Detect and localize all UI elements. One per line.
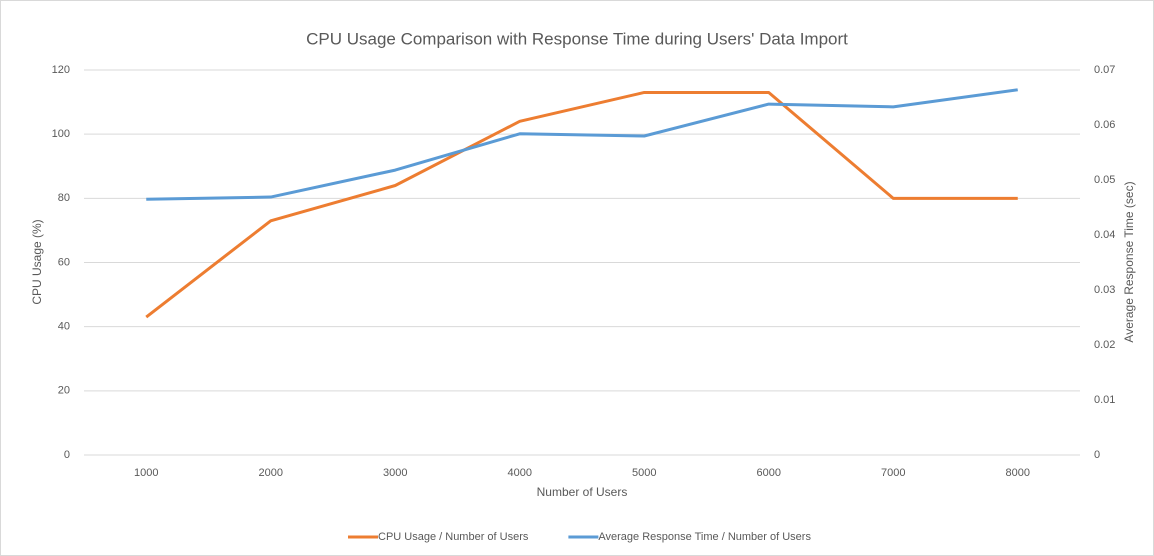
y-tick-label: 60 — [58, 256, 70, 268]
x-tick-label: 1000 — [134, 467, 158, 479]
y2-tick-label: 0.06 — [1094, 119, 1115, 131]
legend-label: Average Response Time / Number of Users — [598, 531, 811, 543]
x-axis-title: Number of Users — [537, 485, 628, 499]
y2-tick-label: 0.01 — [1094, 394, 1115, 406]
x-tick-label: 4000 — [508, 467, 532, 479]
y-tick-label: 0 — [64, 449, 70, 461]
data-line — [146, 88, 1018, 201]
y-tick-label: 120 — [52, 64, 70, 76]
y-tick-label: 80 — [58, 192, 70, 204]
y2-tick-label: 0.04 — [1094, 229, 1115, 241]
data-line — [145, 90, 1018, 319]
y2-tick-label: 0 — [1094, 449, 1100, 461]
x-tick-label: 6000 — [757, 467, 781, 479]
y2-tick-label: 0.07 — [1094, 64, 1115, 76]
x-tick-label: 3000 — [383, 467, 407, 479]
legend-label: CPU Usage / Number of Users — [378, 531, 529, 543]
y2-tick-label: 0.03 — [1094, 284, 1115, 296]
y-tick-label: 40 — [58, 321, 70, 333]
chart-title: CPU Usage Comparison with Response Time … — [306, 29, 848, 48]
y2-tick-label: 0.05 — [1094, 174, 1115, 186]
y-tick-label: 20 — [58, 385, 70, 397]
y2-tick-label: 0.02 — [1094, 339, 1115, 351]
y-axis-title: CPU Usage (%) — [30, 219, 44, 304]
x-tick-label: 5000 — [632, 467, 656, 479]
x-tick-label: 2000 — [259, 467, 283, 479]
x-tick-label: 7000 — [881, 467, 905, 479]
y-tick-label: 100 — [52, 128, 70, 140]
y2-axis-title: Average Response Time (sec) — [1122, 181, 1136, 342]
x-tick-label: 8000 — [1006, 467, 1030, 479]
